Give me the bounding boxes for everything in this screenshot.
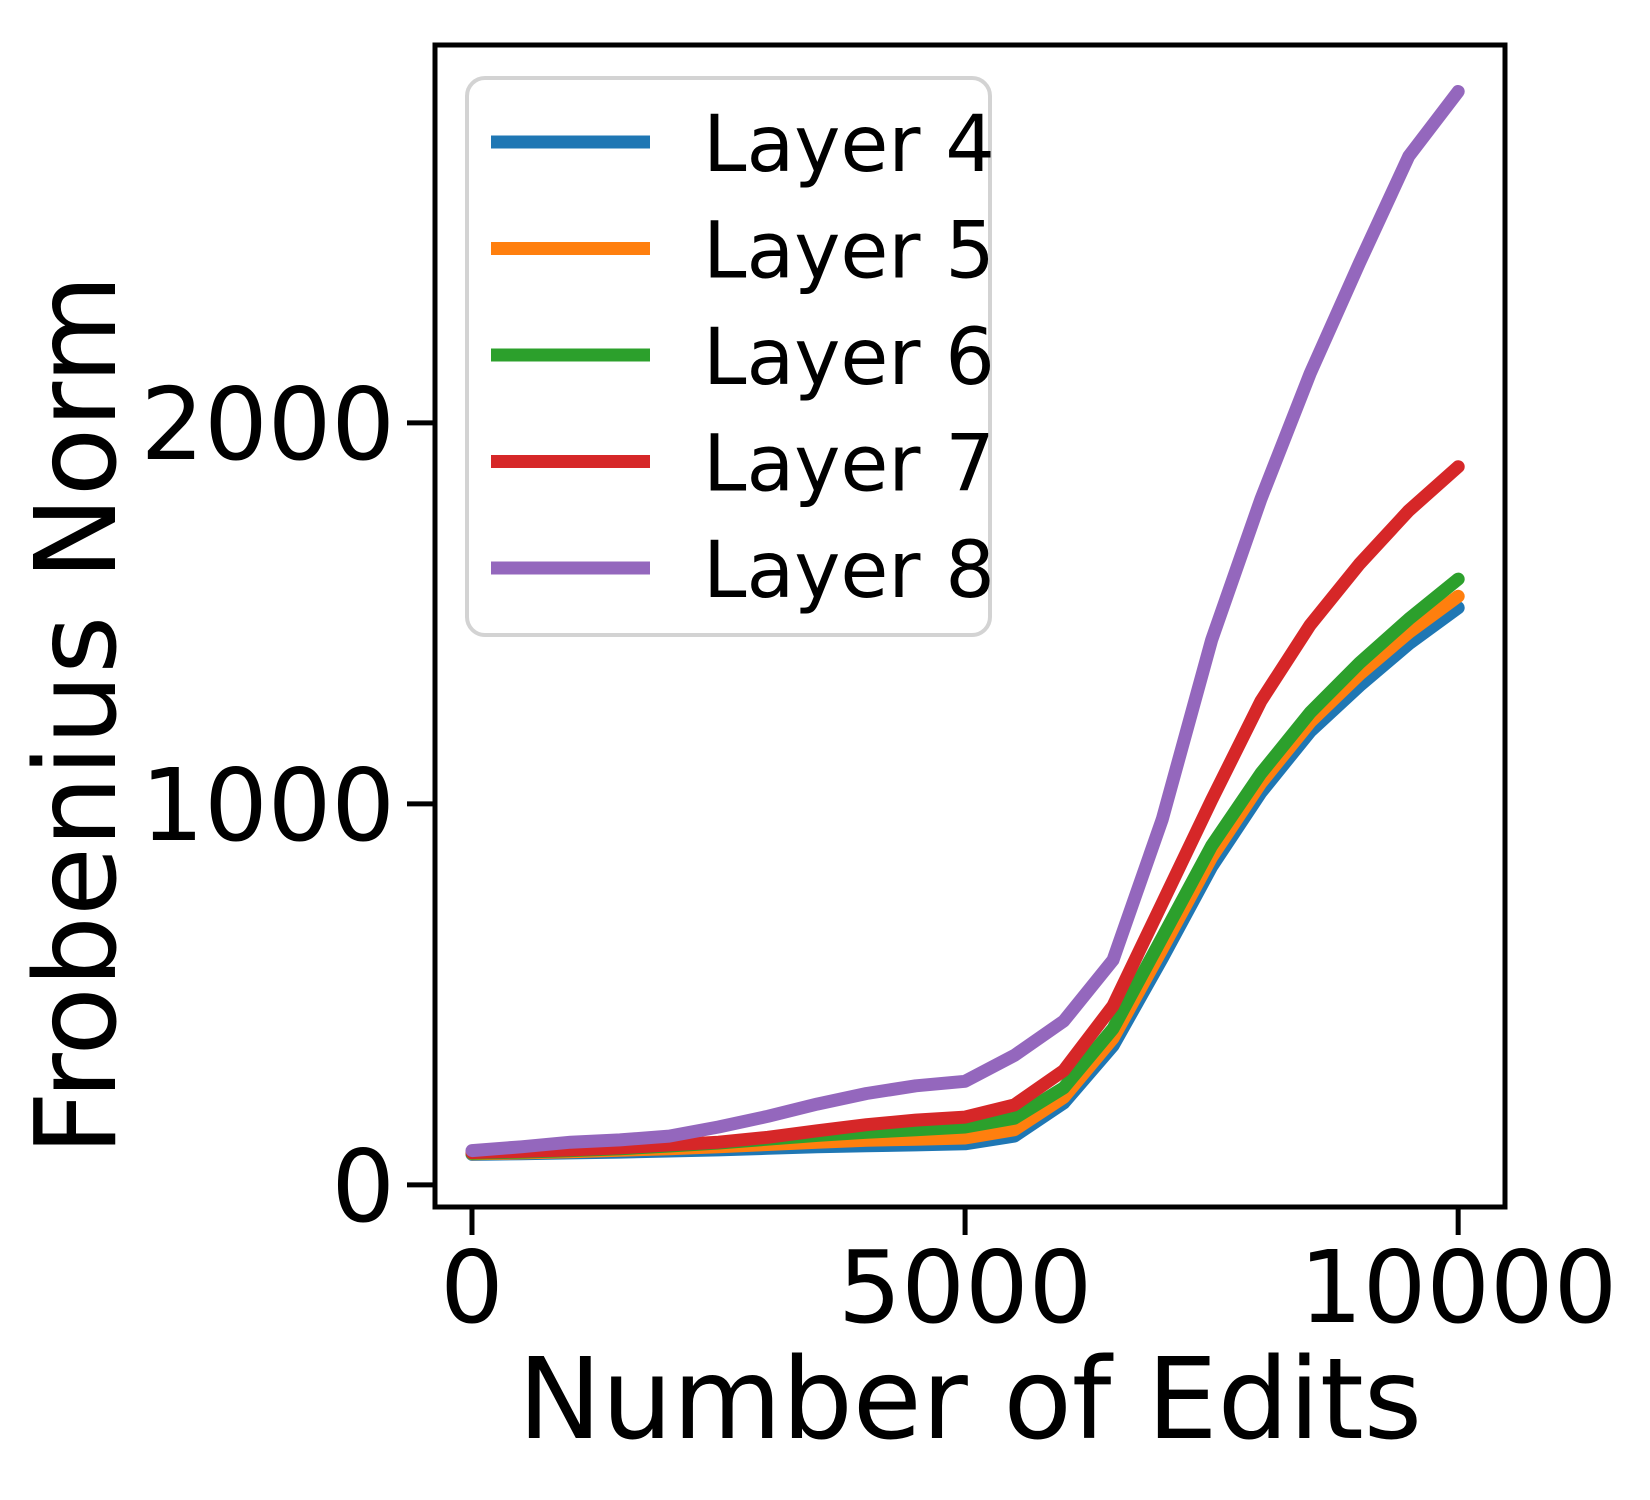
y-tick-label: 2000	[141, 366, 396, 483]
legend-label: Layer 4	[703, 100, 995, 190]
y-tick-label: 1000	[141, 747, 396, 864]
y-tick-label: 0	[331, 1128, 395, 1245]
x-axis-label: Number of Edits	[518, 1335, 1422, 1465]
series-line-layer-7	[465, 460, 1465, 1159]
legend-box	[465, 76, 992, 637]
series-line-layer-4	[465, 601, 1465, 1161]
y-axis-label: Frobenius Norm	[12, 275, 142, 1156]
x-tick-label: 0	[440, 1229, 504, 1346]
legend-label: Layer 8	[703, 526, 995, 616]
series-line-layer-5	[465, 589, 1465, 1161]
legend-label: Layer 7	[703, 420, 995, 510]
legend-label: Layer 6	[703, 313, 995, 403]
series-line-layer-6	[465, 572, 1465, 1160]
series-lines-group	[465, 85, 1465, 1161]
legend-label: Layer 5	[703, 207, 995, 297]
legend: Layer 4 Layer 5 Layer 6 Layer 7 Layer 8	[465, 76, 995, 637]
x-tick-label: 5000	[838, 1229, 1093, 1346]
series-line-layer-8	[465, 85, 1465, 1158]
x-tick-label: 10000	[1299, 1229, 1617, 1346]
plot-border	[432, 42, 1508, 1210]
axis-ticks-group: 0 5000 10000 0 1000 2000	[141, 366, 1618, 1346]
